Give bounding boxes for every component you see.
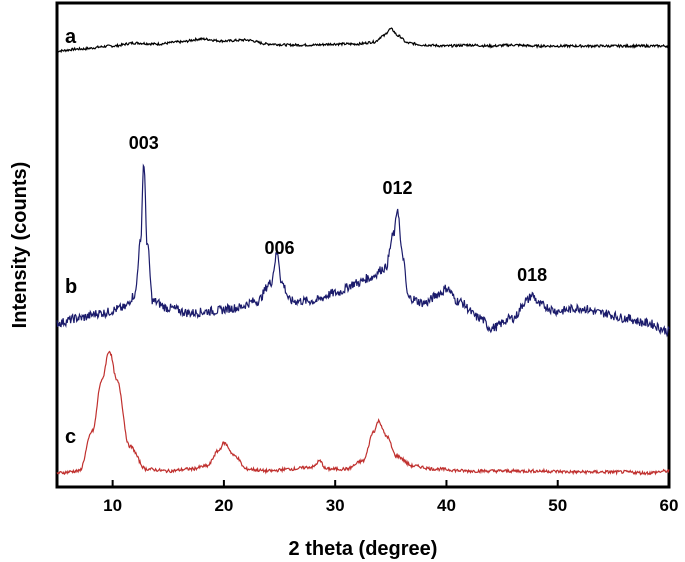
series-curves — [56, 27, 670, 476]
x-tick-label: 30 — [326, 496, 345, 515]
peak-label-018: 018 — [517, 265, 547, 285]
peak-annotations: 003 006 012 018 — [129, 133, 547, 285]
peak-label-012: 012 — [382, 178, 412, 198]
x-axis-title: 2 theta (degree) — [289, 538, 438, 560]
x-tick-label: 50 — [548, 496, 567, 515]
series-c-line — [56, 350, 670, 476]
series-label-b: b — [65, 276, 77, 298]
x-tick-label: 20 — [214, 496, 233, 515]
x-axis-ticks: 10 20 30 40 50 60 — [103, 480, 678, 515]
peak-label-003: 003 — [129, 133, 159, 153]
y-axis-title: Intensity (counts) — [9, 162, 31, 329]
plot-frame — [55, 1, 671, 489]
series-label-a: a — [65, 26, 77, 48]
series-labels: a b c — [65, 26, 77, 448]
series-label-c: c — [65, 426, 76, 448]
series-a-line — [56, 27, 670, 54]
series-b-line — [56, 163, 670, 338]
x-tick-label: 40 — [437, 496, 456, 515]
x-tick-label: 10 — [103, 496, 122, 515]
peak-label-006: 006 — [265, 238, 295, 258]
x-tick-label: 60 — [660, 496, 679, 515]
